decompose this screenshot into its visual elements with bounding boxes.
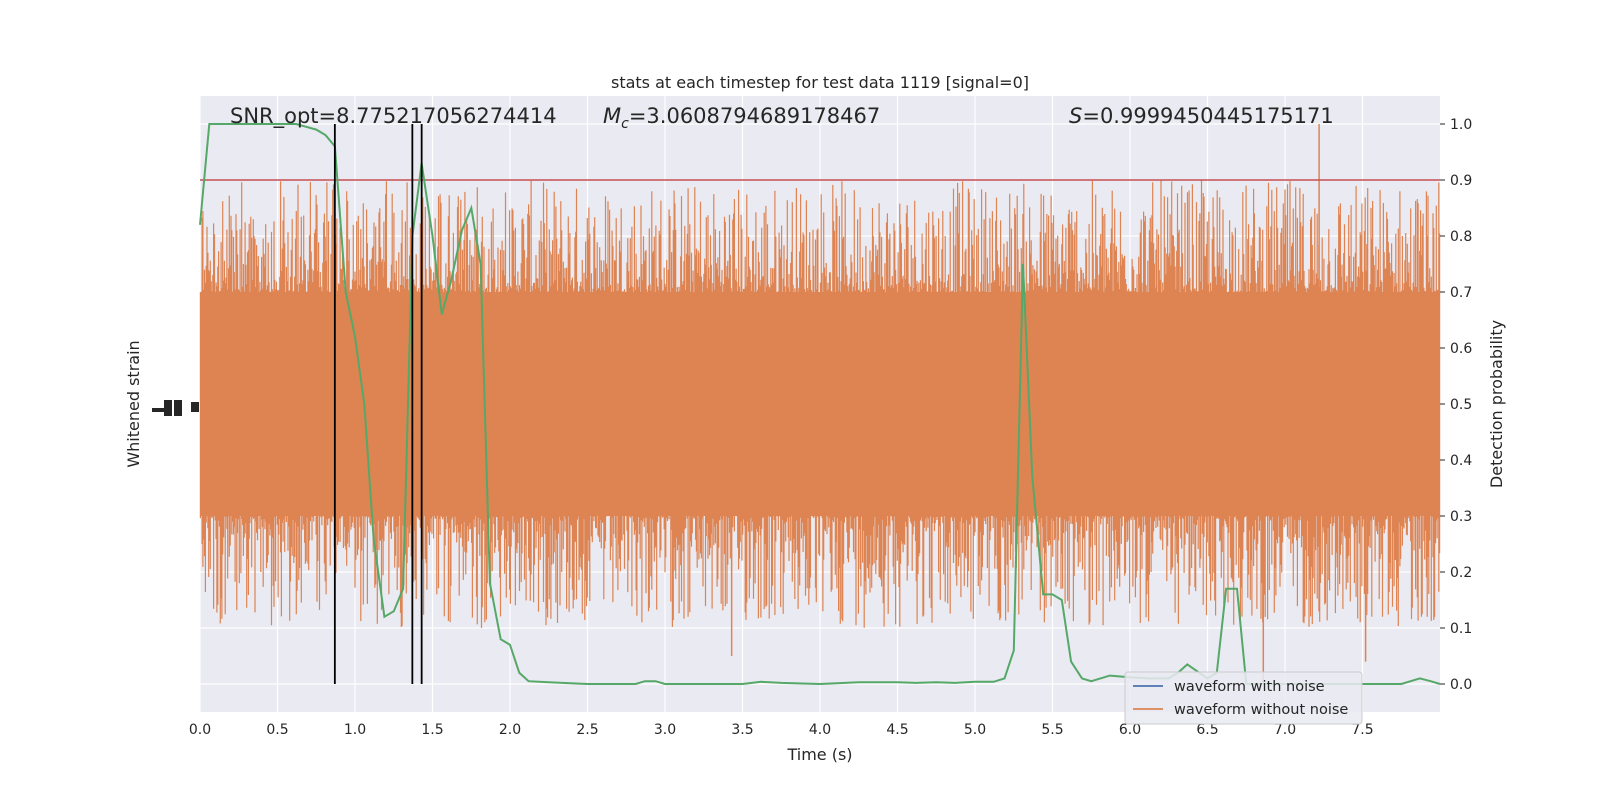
y-tick-label: 0.9 <box>1450 173 1472 189</box>
x-tick-label: 1.5 <box>421 722 443 738</box>
legend-box <box>1124 671 1363 725</box>
x-axis-ticks: 0.0 0.5 1.0 1.5 2.0 2.5 3.0 3.5 4.0 4.5 5.0 5.5 6.0 6… <box>189 722 1374 738</box>
y-tick-label: 0.5 <box>1450 397 1472 413</box>
legend-label-with-noise: waveform with noise <box>1174 679 1325 695</box>
legend-label-without-noise: waveform without noise <box>1174 702 1348 718</box>
left-tick-glyph-b <box>164 400 172 416</box>
x-tick-label: 6.5 <box>1196 722 1218 738</box>
y-tick-label: 0.8 <box>1450 229 1472 245</box>
y-tick-label: 0.4 <box>1450 453 1472 469</box>
x-tick-label: 4.5 <box>886 722 908 738</box>
x-tick-label: 0.0 <box>189 722 211 738</box>
x-tick-label: 6.0 <box>1119 722 1141 738</box>
x-tick-label: 7.0 <box>1274 722 1296 738</box>
left-axis-tick-cluster <box>152 400 199 416</box>
left-tick-glyph-c <box>174 400 182 416</box>
y-tick-label: 0.6 <box>1450 341 1472 357</box>
y-tick-label: 0.1 <box>1450 621 1472 637</box>
x-tick-label: 3.5 <box>731 722 753 738</box>
y-axis-right-label: Detection probability <box>1487 320 1506 488</box>
x-tick-label: 1.0 <box>344 722 366 738</box>
x-tick-label: 4.0 <box>809 722 831 738</box>
y-tick-label: 0.0 <box>1450 677 1472 693</box>
x-tick-label: 0.5 <box>266 722 288 738</box>
chirp-mass-subscript: c <box>621 116 629 132</box>
x-tick-label: 7.5 <box>1351 722 1373 738</box>
x-tick-label: 2.5 <box>576 722 598 738</box>
x-tick-label: 5.5 <box>1041 722 1063 738</box>
s-statistic-value: =0.9999450445175171 <box>1082 104 1333 128</box>
y-tick-label: 1.0 <box>1450 117 1472 133</box>
detection-probability-series <box>199 123 1441 686</box>
left-tick-glyph-d <box>191 402 199 412</box>
s-statistic-annotation: S=0.9999450445175171 <box>1069 104 1334 128</box>
legend: waveform with noise waveform without noi… <box>1124 671 1363 725</box>
chart-title: stats at each timestep for test data 111… <box>611 73 1029 92</box>
x-tick-label: 2.0 <box>499 722 521 738</box>
y-tick-label: 0.2 <box>1450 565 1472 581</box>
x-tick-label: 5.0 <box>964 722 986 738</box>
noise-spikes <box>199 180 1441 628</box>
y-axis-right-ticks: 0.0 0.1 0.2 0.3 0.4 0.5 0.6 0.7 0.8 0.9 1.0 <box>1440 117 1472 693</box>
chirp-mass-value: =3.0608794689178467 <box>629 104 880 128</box>
left-tick-glyph-a <box>152 408 164 412</box>
vertical-marker-lines <box>333 124 423 684</box>
snr-annotation: SNR_opt=8.775217056274414 <box>230 104 557 129</box>
chirp-mass-symbol: M <box>603 104 621 128</box>
x-axis-label: Time (s) <box>786 745 852 764</box>
chirp-mass-annotation: Mc=3.0608794689178467 <box>603 104 880 132</box>
x-tick-label: 3.0 <box>654 722 676 738</box>
detection-probability-line <box>199 123 1441 686</box>
y-tick-label: 0.7 <box>1450 285 1472 301</box>
y-axis-left-label: Whitened strain <box>124 340 143 467</box>
y-tick-label: 0.3 <box>1450 509 1472 525</box>
s-statistic-symbol: S <box>1069 104 1082 128</box>
